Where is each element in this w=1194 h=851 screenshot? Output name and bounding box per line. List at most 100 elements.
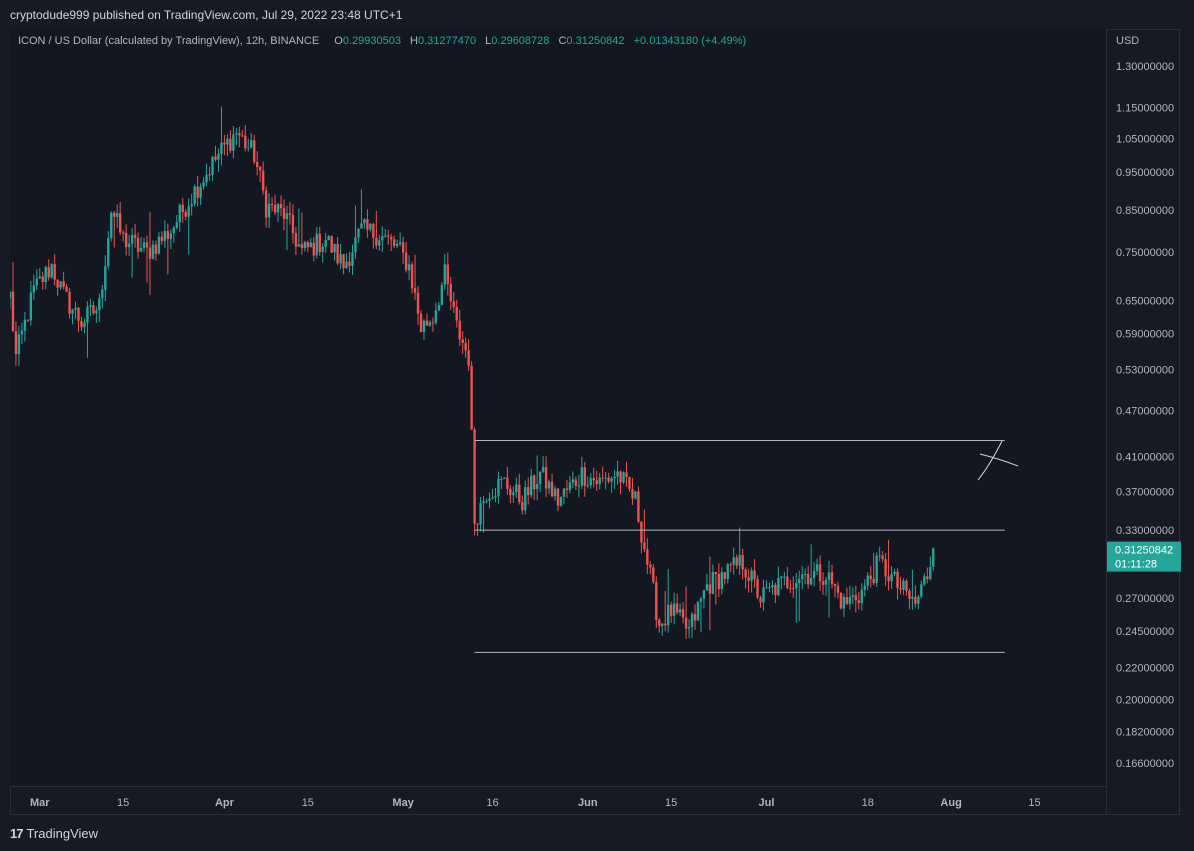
candle-body <box>351 252 354 266</box>
candle <box>809 544 813 586</box>
candle <box>896 568 899 600</box>
candle-body <box>56 279 59 288</box>
candle-body <box>199 186 202 198</box>
candle-body <box>297 244 301 247</box>
candle-body <box>121 232 125 234</box>
candle <box>416 285 420 325</box>
candle-body <box>789 587 792 589</box>
candle-body <box>675 603 679 613</box>
candle-body <box>556 488 560 506</box>
candle <box>753 559 756 588</box>
candle-body <box>720 572 723 590</box>
candle-body <box>702 590 706 599</box>
candle-body <box>619 471 622 483</box>
candle <box>878 546 881 562</box>
candle <box>196 176 199 207</box>
candle-body <box>369 223 372 230</box>
candle-body <box>23 319 27 331</box>
candle <box>473 426 476 536</box>
time-tick-label: 15 <box>117 797 129 809</box>
candle <box>151 240 155 260</box>
candle-body <box>765 587 768 589</box>
candle <box>169 229 173 250</box>
low-label: L <box>485 35 492 47</box>
candle <box>562 487 566 504</box>
candle <box>384 229 387 238</box>
candle-body <box>637 491 640 522</box>
candle <box>521 495 524 515</box>
candle-body <box>318 233 321 253</box>
candle <box>56 279 59 296</box>
candle-body <box>41 276 44 283</box>
candle-body <box>866 575 869 586</box>
candle <box>792 576 795 598</box>
candle-body <box>312 242 315 256</box>
candle <box>92 300 95 315</box>
candle-body <box>434 310 438 323</box>
candle <box>378 234 381 251</box>
candle <box>923 573 926 587</box>
candle <box>613 470 616 490</box>
candle <box>637 486 640 524</box>
candle <box>595 470 598 491</box>
candle-body <box>589 478 592 486</box>
candle <box>264 186 268 228</box>
candle-body <box>163 231 167 241</box>
candle-body <box>854 595 858 601</box>
candle <box>86 301 89 358</box>
candle-body <box>625 472 628 477</box>
candle <box>705 573 709 591</box>
candle <box>655 576 658 629</box>
candle <box>220 106 223 166</box>
price-tick-label: 0.33000000 <box>1116 525 1174 537</box>
candle <box>267 193 271 229</box>
price-axis[interactable]: 1.30000000 1.15000000 1.05000000 0.95000000… <box>1106 29 1181 815</box>
candle <box>312 236 315 262</box>
candle-body <box>726 564 729 579</box>
chart-area[interactable] <box>8 29 1106 786</box>
candle <box>363 218 366 229</box>
candle <box>434 302 438 325</box>
candle-body <box>428 322 432 326</box>
candle-body <box>559 496 563 506</box>
candle <box>300 212 304 255</box>
open-value: 0.29930503 <box>342 35 401 47</box>
candle <box>163 220 167 249</box>
candle <box>187 198 190 255</box>
candle <box>932 547 935 571</box>
candle-body <box>148 247 152 259</box>
candle <box>14 321 18 366</box>
candle-body <box>300 244 304 249</box>
candle <box>479 496 482 532</box>
candle-body <box>264 190 268 218</box>
candle <box>41 271 44 290</box>
candle <box>351 244 354 275</box>
candle-body <box>780 576 783 578</box>
candle-body <box>476 523 479 525</box>
candlestick-chart[interactable] <box>8 29 1106 786</box>
time-axis-svg: Mar 15 Apr 15 May 16 Jun 15 Jul 18 Aug 15 <box>30 797 1041 809</box>
candle <box>398 232 402 247</box>
candle-body <box>899 587 902 590</box>
candle <box>696 601 700 621</box>
candle <box>765 580 768 589</box>
candle <box>494 487 497 503</box>
candle-body <box>247 147 250 149</box>
candle <box>887 539 890 591</box>
candle <box>211 156 214 181</box>
candle <box>113 211 116 248</box>
brand-name: TradingView <box>26 826 99 841</box>
candle-body <box>824 579 828 585</box>
candle-body <box>294 233 298 247</box>
candle-body <box>169 233 173 239</box>
time-axis[interactable]: Mar 15 Apr 15 May 16 Jun 15 Jul 18 Aug 15 <box>10 786 1106 815</box>
candle <box>690 611 694 638</box>
candle-body <box>142 242 146 249</box>
symbol-title[interactable]: ICON / US Dollar (calculated by TradingV… <box>18 35 320 47</box>
candle-body <box>845 597 849 604</box>
publisher-line: cryptodude999 published on TradingView.c… <box>10 8 403 22</box>
candle <box>866 572 869 591</box>
candle <box>824 576 828 596</box>
candle <box>640 521 643 554</box>
candle-body <box>491 497 494 499</box>
